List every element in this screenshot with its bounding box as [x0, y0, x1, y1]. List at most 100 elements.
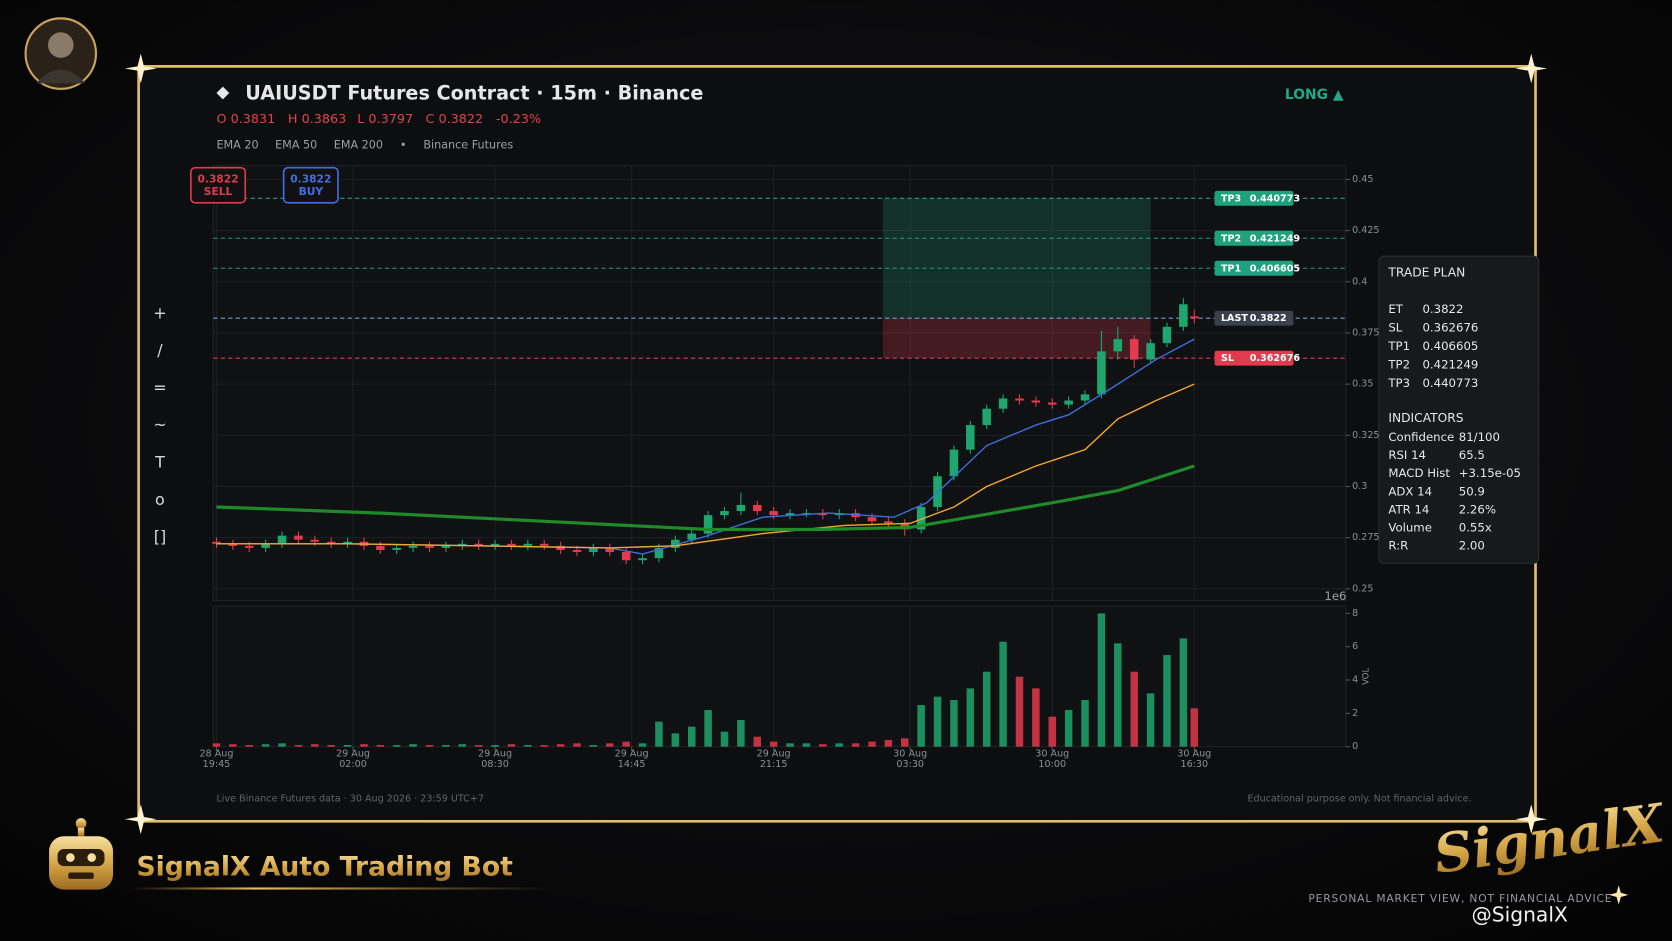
volume-axis-label: VOL	[1361, 667, 1371, 684]
y-tick-label: 0.3	[1352, 481, 1367, 492]
order-button[interactable]	[282, 166, 339, 204]
volume-bar	[311, 744, 319, 747]
volume-bar	[327, 745, 335, 747]
level-label-name: TP1	[1221, 263, 1241, 274]
ohlc-value: -0.23%	[496, 112, 541, 127]
level-label-name: LAST	[1221, 313, 1248, 324]
ema-line	[216, 464, 1195, 532]
volume-bar	[737, 720, 745, 747]
candle-body	[277, 535, 287, 544]
bot-underline	[127, 887, 555, 890]
y-tick-label: 8	[1352, 608, 1358, 619]
tool-button[interactable]: /	[157, 341, 163, 360]
volume-bar	[1114, 643, 1122, 747]
level-label-box	[1214, 310, 1294, 326]
bot-icon	[49, 818, 114, 890]
candle-body	[1129, 339, 1139, 360]
candle-body	[720, 511, 729, 516]
ohlc-value: H 0.3863	[288, 112, 346, 127]
candle-body	[556, 545, 565, 550]
volume-bar	[917, 705, 925, 747]
volume-bar	[606, 743, 614, 747]
chart-title: UAIUSDT Futures Contract · 15m · Binance	[245, 82, 703, 105]
candle-body	[507, 543, 516, 546]
volume-bar	[687, 726, 696, 747]
tool-button[interactable]: +	[153, 303, 166, 322]
volume-bar	[524, 745, 532, 747]
indicator-value: 2.00	[1459, 539, 1485, 553]
tool-button[interactable]: ~	[153, 415, 166, 434]
volume-bar	[884, 740, 893, 747]
x-tick-box: 29 Aug 14:45	[615, 749, 649, 770]
level-label-value: 0.421249	[1250, 233, 1301, 244]
trade-plan-value: 0.406605	[1422, 339, 1478, 353]
tool-button[interactable]: T	[154, 453, 165, 472]
volume-bar	[425, 745, 434, 747]
title-icon	[216, 86, 230, 100]
indicator-label: MACD Hist	[1388, 466, 1450, 480]
level-label-name: TP2	[1221, 233, 1241, 244]
x-tick-box: 29 Aug 02:00	[336, 749, 370, 770]
y-tick-label: 0.275	[1352, 532, 1379, 543]
order-button[interactable]	[190, 166, 247, 204]
tool-button[interactable]: []	[154, 527, 166, 546]
candle-body	[1113, 339, 1123, 352]
chart-layer: O 0.3831 H 0.3863 L 0.3797 C 0.3822 -0.23% EM…	[153, 112, 1521, 771]
y-tick-label: 0.425	[1352, 225, 1379, 236]
trade-plan-value: 0.421249	[1422, 357, 1478, 371]
indicator-value: 0.55x	[1459, 521, 1492, 535]
candle-body	[785, 513, 795, 516]
level-label-value: 0.362676	[1250, 353, 1301, 364]
volume-bar	[507, 744, 516, 747]
indicator-value: 2.26%	[1459, 502, 1496, 516]
volume-bar	[622, 741, 630, 747]
volume-bar	[933, 696, 942, 747]
y-tick-label: 0.4	[1352, 276, 1367, 287]
volume-bar	[1146, 693, 1155, 747]
volume-bar	[786, 743, 794, 747]
candle-body	[458, 543, 467, 546]
candle-body	[441, 545, 451, 548]
volume-bar	[458, 744, 467, 747]
x-tick-label: 29 Aug 08:30	[478, 748, 513, 771]
volume-bar	[982, 671, 991, 747]
legend-entry: EMA 200	[334, 138, 383, 151]
legend-entry: EMA 50	[275, 138, 317, 151]
volume-bar	[589, 745, 598, 747]
x-tick-box: 29 Aug 21:15	[757, 749, 791, 770]
candle-body	[589, 547, 598, 553]
volume-bar	[556, 744, 565, 747]
candle-body	[703, 515, 713, 534]
volume-bar	[1064, 710, 1073, 747]
volume-bar	[1097, 613, 1106, 747]
volume-bar	[851, 743, 860, 747]
level-label-box	[1214, 230, 1294, 246]
tool-button[interactable]: =	[153, 378, 166, 397]
level-label-name: TP3	[1221, 193, 1241, 204]
x-tick-label: 30 Aug 10:00	[1035, 748, 1070, 771]
footer-right: Educational purpose only. Not financial …	[1247, 793, 1471, 804]
level-label-box	[1214, 350, 1294, 366]
trade-plan-label: ET	[1388, 302, 1403, 316]
indicator-label: Volume	[1388, 521, 1432, 535]
y-tick-label: 0.325	[1352, 430, 1379, 441]
candle-body	[408, 545, 418, 548]
candle-body	[425, 545, 434, 548]
volume-bar	[966, 688, 975, 747]
candle-body	[621, 552, 631, 561]
volume-bar	[950, 700, 958, 747]
volume-bar	[1081, 700, 1089, 747]
volume-bar	[753, 736, 762, 747]
trade-plan-label: TP1	[1387, 339, 1410, 353]
candle-body	[605, 547, 615, 553]
volume-bar	[442, 745, 450, 747]
y-tick-label: 2	[1352, 708, 1358, 719]
tool-button[interactable]: o	[155, 490, 165, 509]
stop-zone	[882, 318, 1151, 359]
y-tick-label: 4	[1352, 675, 1358, 686]
candle-body	[671, 539, 680, 548]
indicator-label: RSI 14	[1388, 448, 1426, 462]
indicator-value: 81/100	[1459, 430, 1500, 444]
trade-plan-label: TP2	[1387, 357, 1410, 371]
